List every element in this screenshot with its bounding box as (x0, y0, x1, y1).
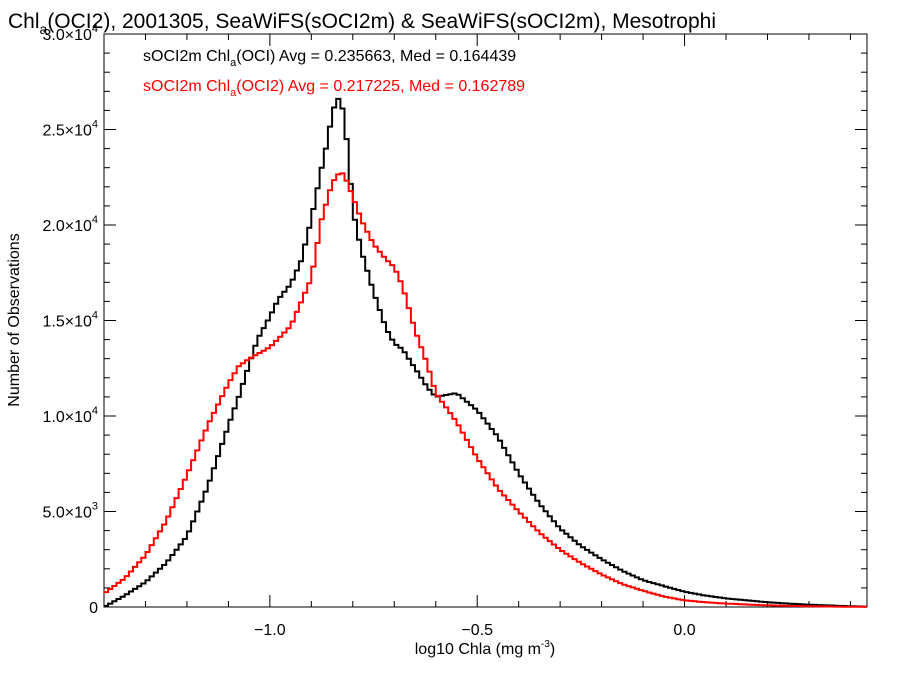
y-axis-ticks: 05.0×1031.0×1041.5×1042.0×1042.5×1043.0×… (42, 23, 867, 617)
plot-frame (103, 33, 868, 608)
series-line-1 (104, 172, 867, 608)
y-tick-mantissa: 1.5×10 (42, 314, 91, 331)
y-tick-mantissa: 0 (89, 600, 98, 617)
y-tick-mantissa: 1.0×10 (42, 409, 91, 426)
y-tick-exponent: 4 (92, 310, 98, 322)
y-tick-mantissa: 3.0×10 (42, 27, 91, 44)
y-tick-exponent: 4 (92, 23, 98, 35)
y-tick-label: 5.0×103 (42, 501, 98, 522)
legend0-post: (OCI) Avg = 0.235663, Med = 0.164439 (236, 48, 516, 65)
y-tick-exponent: 3 (92, 501, 98, 513)
y-tick-mantissa: 2.0×10 (42, 218, 91, 235)
series-line-0 (104, 97, 867, 608)
series-group (104, 97, 867, 608)
legend-entry-black: sOCI2m Chla(OCI) Avg = 0.235663, Med = 0… (143, 48, 516, 69)
y-tick-exponent: 4 (92, 214, 98, 226)
x-axis-label: log10 Chla (mg m-3) (415, 639, 556, 658)
y-tick-mantissa: 5.0×10 (42, 505, 91, 522)
y-tick-exponent: 4 (92, 405, 98, 417)
y-tick-label: 2.0×104 (42, 214, 98, 235)
y-tick-label: 1.5×104 (42, 310, 98, 331)
x-tick-label: 0.0 (673, 622, 695, 639)
legend-entry-red: sOCI2m Chla(OCI2) Avg = 0.217225, Med = … (143, 78, 525, 99)
y-tick-mantissa: 2.5×10 (42, 123, 91, 140)
x-axis-ticks: −1.0 −0.5 0.0 (103, 34, 851, 639)
legend1-post: (OCI2) Avg = 0.217225, Med = 0.162789 (236, 78, 525, 95)
title-pre: Chl (8, 10, 40, 33)
legend0-pre: sOCI2m Chl (143, 48, 230, 65)
title-post: (OCI2), 2001305, SeaWiFS(sOCI2m) & SeaWi… (47, 10, 716, 33)
y-tick-label: 0 (89, 600, 98, 617)
x-tick-label: −1.0 (254, 622, 286, 639)
xlabel-post: ) (550, 641, 555, 658)
x-tick-label: −0.5 (461, 622, 493, 639)
y-tick-label: 1.0×104 (42, 405, 98, 426)
y-tick-exponent: 4 (92, 119, 98, 131)
y-axis-label: Number of Observations (6, 233, 23, 406)
legend1-pre: sOCI2m Chl (143, 78, 230, 95)
legend0-sub: a (230, 57, 237, 69)
legend1-sub: a (230, 87, 237, 99)
xlabel-pre: log10 Chla (mg m (415, 641, 541, 658)
y-tick-label: 2.5×104 (42, 119, 98, 140)
chart-title: Chla(OCI2), 2001305, SeaWiFS(sOCI2m) & S… (8, 10, 716, 37)
xlabel-sup: -3 (541, 639, 550, 650)
y-tick-label: 3.0×104 (42, 23, 98, 44)
title-sub: a (40, 21, 48, 37)
